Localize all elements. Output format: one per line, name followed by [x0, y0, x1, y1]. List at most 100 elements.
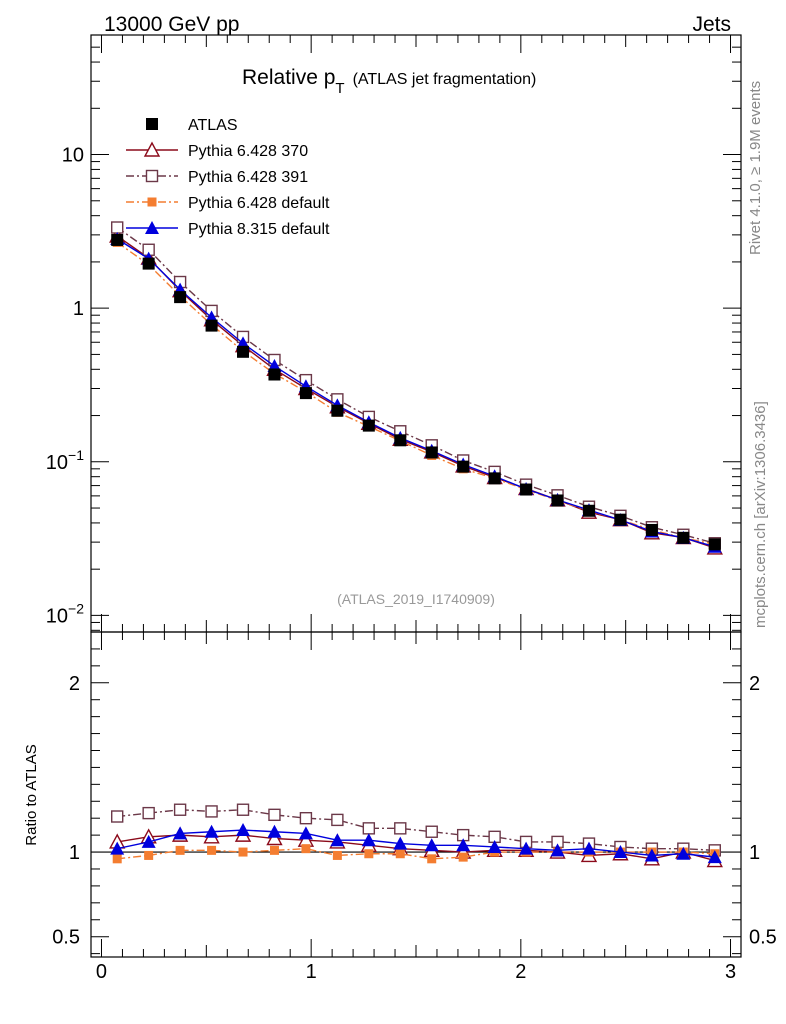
ratio-point-pythia-6-428-391 [111, 810, 124, 823]
main-ytick-base: 10 [46, 452, 68, 474]
legend-item-pythia-8-315-default: Pythia 8.315 default [126, 221, 330, 238]
point-atlas [520, 483, 533, 496]
ratio-ytick-label-right: 0.5 [749, 927, 777, 949]
ratio-ytick-label: 2 [69, 673, 80, 695]
point-atlas [645, 523, 658, 536]
ratio-axis-ticks: 2 2 1 1 0.5 0.5 [52, 631, 777, 955]
series-pythia-6-428-default [112, 237, 720, 549]
legend-label-atlas: ATLAS [188, 117, 238, 134]
chart-title-paren: (ATLAS jet fragmentation) [353, 71, 537, 88]
chart-title-main: Relative p [242, 66, 335, 89]
x-tick-label: 3 [725, 961, 736, 983]
ratio-point-pythia-8-315-default [424, 838, 439, 852]
chart-title-subscript: T [335, 80, 344, 97]
ratio-point-pythia-6-428-391 [268, 808, 281, 822]
main-ytick-label: 1 [73, 298, 84, 320]
point-pythia-6-428-391 [111, 221, 124, 234]
ratio-ylabel: Ratio to ATLAS [23, 744, 40, 845]
ratio-point-pythia-8-315-default [676, 846, 691, 860]
series-pythia-8-315-default [110, 232, 722, 553]
header-energy-label: 13000 GeV pp [104, 13, 239, 36]
header-process-label: Jets [692, 13, 731, 36]
ratio-point-pythia-6-428-default [269, 845, 279, 855]
ratio-point-pythia-8-315-default [487, 839, 502, 853]
series-line-pythia-6-428-391 [116, 226, 715, 544]
legend-label-pythia-6-428-391: Pythia 6.428 391 [188, 169, 308, 186]
ratio-point-pythia-6-428-391 [236, 803, 250, 816]
x-tick-label: 1 [306, 961, 317, 983]
legend: ATLAS Pythia 6.428 370 Pythia 6.428 391 Pyt… [126, 117, 330, 238]
ratio-point-pythia-6-428-default [301, 844, 311, 854]
series-atlas [111, 233, 721, 551]
ratio-point-pythia-8-315-default [581, 841, 596, 855]
ratio-ytick-label-right: 2 [749, 673, 760, 695]
point-atlas [237, 345, 250, 358]
ratio-point-pythia-8-315-default [361, 833, 376, 847]
ratio-series-pythia-8-315-default [110, 823, 722, 864]
ratio-point-pythia-8-315-default [204, 824, 219, 838]
ratio-point-pythia-6-428-default [395, 849, 405, 859]
point-atlas [457, 460, 470, 473]
ratio-point-pythia-6-428-391 [173, 803, 187, 816]
point-atlas [362, 419, 375, 432]
x-tick-label: 0 [96, 961, 107, 983]
x-tick-label: 2 [515, 961, 526, 983]
ratio-point-pythia-8-315-default [613, 845, 628, 859]
ratio-ytick-label-right: 1 [749, 842, 760, 864]
point-atlas [394, 434, 407, 447]
ratio-ytick-label: 0.5 [52, 927, 80, 949]
point-atlas [582, 504, 595, 517]
main-ytick-exp: −1 [68, 447, 84, 463]
ratio-point-pythia-6-428-391 [142, 806, 155, 820]
ratio-point-pythia-6-428-default [175, 845, 185, 855]
point-atlas [111, 233, 124, 246]
main-series-group [109, 221, 723, 555]
ratio-point-pythia-8-315-default [644, 848, 659, 862]
ratio-point-pythia-8-315-default [110, 841, 125, 855]
ratio-point-pythia-6-428-370 [266, 830, 283, 846]
ratio-point-pythia-6-428-default [427, 854, 437, 864]
point-atlas [299, 387, 312, 400]
point-atlas [142, 257, 155, 270]
point-atlas [677, 531, 690, 544]
point-atlas [268, 368, 281, 381]
ratio-point-pythia-8-315-default [236, 823, 251, 837]
series-line-pythia-8-315-default [116, 238, 715, 548]
point-atlas [174, 291, 187, 304]
legend-label-pythia-8-315-default: Pythia 8.315 default [188, 221, 330, 238]
legend-marker-atlas [146, 118, 158, 130]
ratio-point-pythia-8-315-default [519, 841, 534, 855]
ratio-panel-frame [90, 631, 742, 958]
series-line-pythia-6-428-370 [116, 235, 716, 549]
rivet-version-label: Rivet 4.1.0, ≥ 1.9M events [747, 81, 764, 255]
point-atlas [425, 446, 438, 459]
legend-item-atlas: ATLAS [146, 117, 238, 134]
series-pythia-6-428-391 [111, 221, 721, 550]
point-atlas [331, 404, 344, 417]
series-pythia-6-428-370 [109, 227, 723, 555]
main-ytick-label: 10 [62, 145, 84, 167]
x-axis-ticks: 0 1 2 3 [96, 35, 736, 983]
point-atlas [205, 319, 218, 332]
ratio-point-pythia-8-315-default [550, 843, 565, 857]
point-atlas [708, 538, 721, 551]
ratio-point-pythia-8-315-default [141, 834, 156, 848]
ratio-point-pythia-6-428-default [458, 852, 468, 862]
series-line-pythia-6-428-default [116, 241, 715, 546]
main-ytick-label: 10−2 [46, 600, 84, 627]
ratio-point-pythia-6-428-391 [299, 811, 313, 825]
ratio-point-pythia-6-428-391 [425, 825, 438, 838]
main-ytick-base: 10 [62, 145, 84, 167]
main-ytick-base: 10 [46, 605, 68, 627]
point-atlas [614, 513, 627, 526]
analysis-id-label: (ATLAS_2019_I1740909) [337, 591, 495, 607]
ratio-point-pythia-8-315-default [393, 836, 408, 850]
ratio-point-pythia-8-315-default [267, 824, 282, 838]
ratio-point-pythia-8-315-default [298, 826, 313, 840]
ratio-point-pythia-6-428-default [144, 850, 154, 860]
ratio-point-pythia-8-315-default [456, 838, 471, 852]
ratio-point-pythia-6-428-391 [205, 805, 218, 818]
ratio-point-pythia-8-315-default [330, 833, 345, 847]
main-ytick-exp: −2 [68, 600, 84, 616]
